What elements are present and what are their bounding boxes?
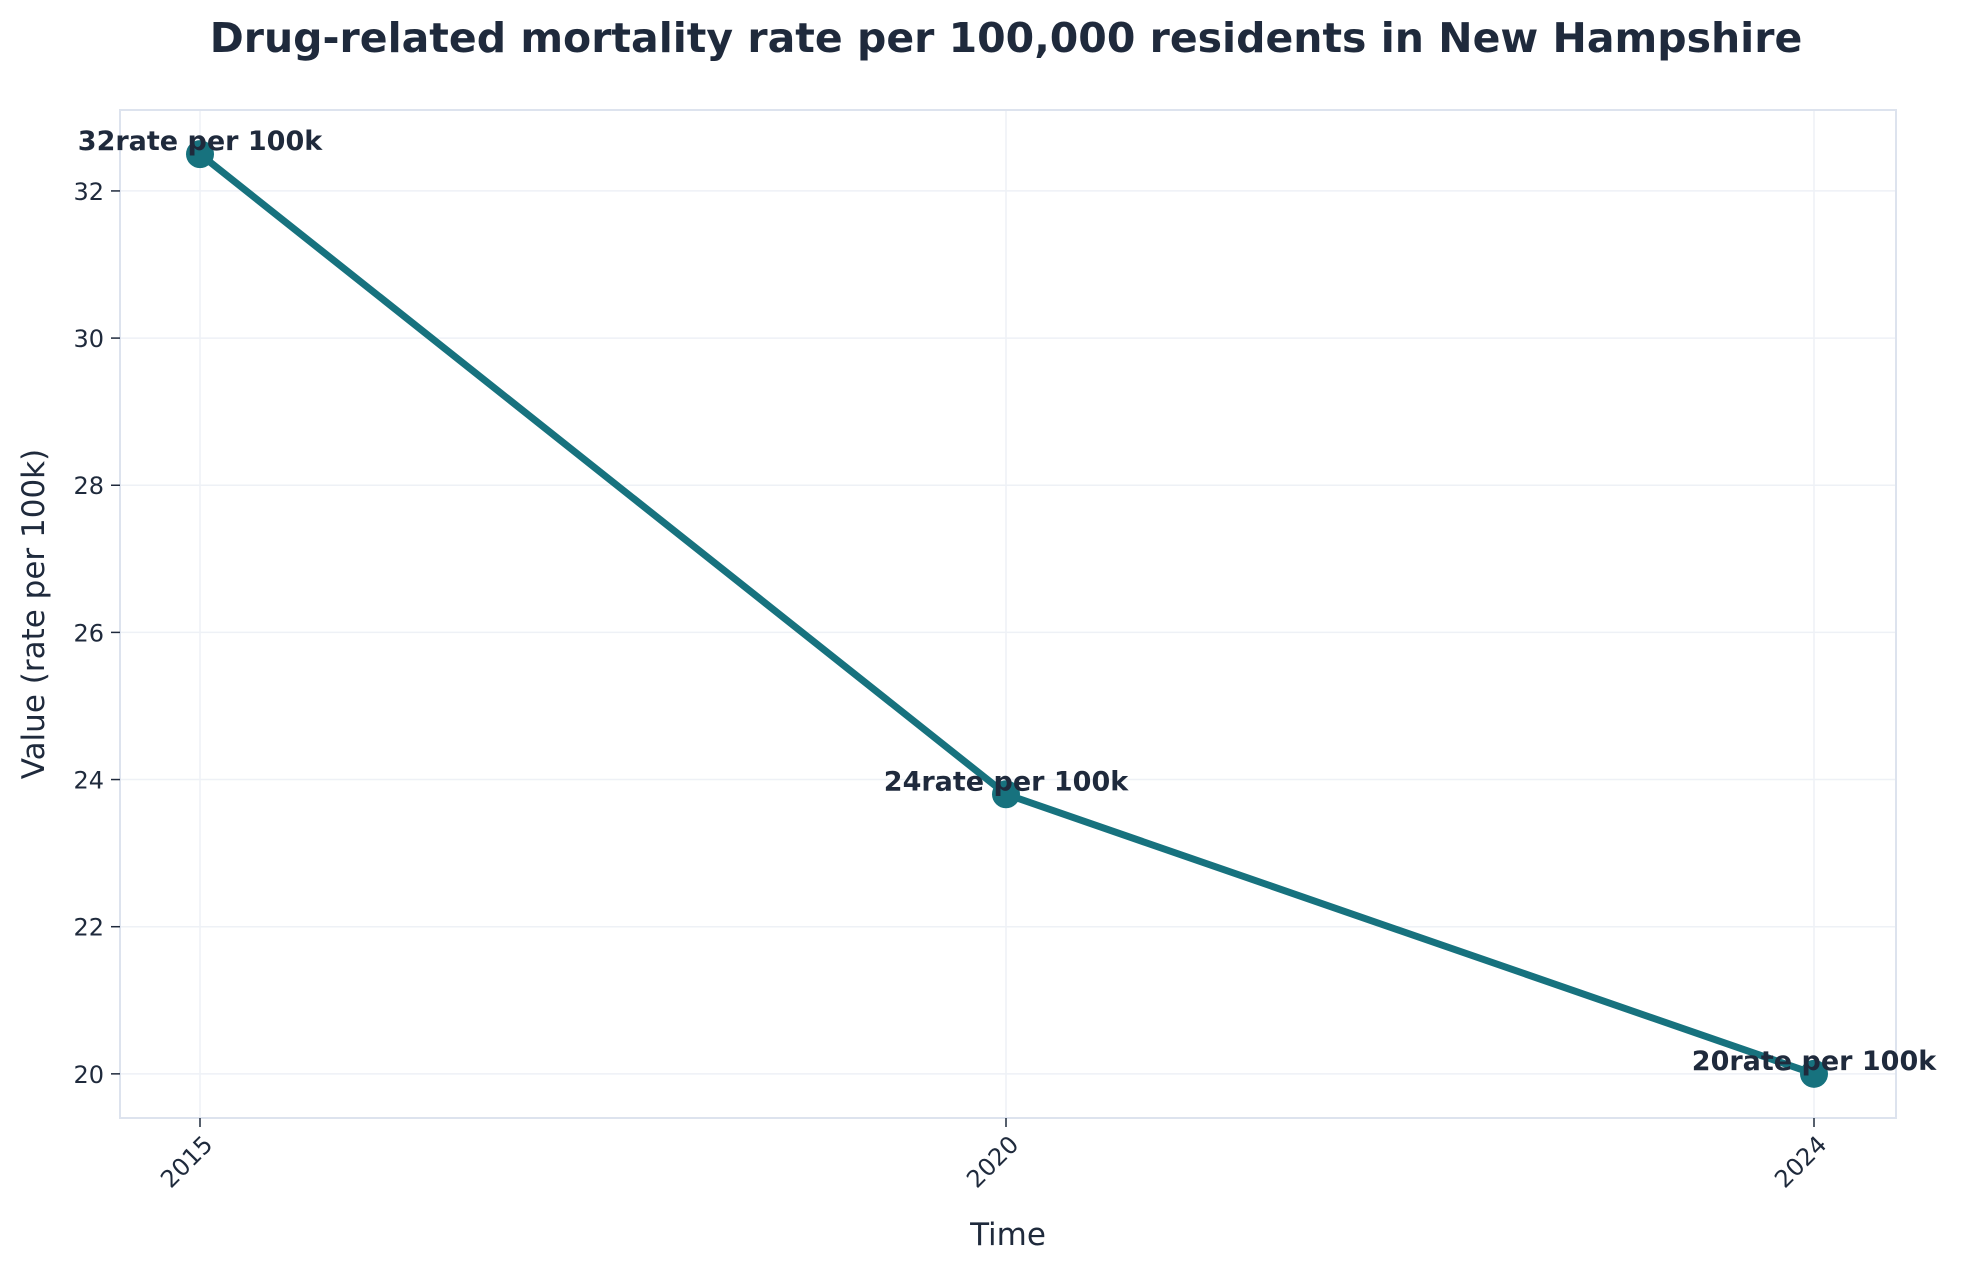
x-tick-label: 2024 (1769, 1130, 1832, 1193)
y-tick-label: 22 (73, 914, 104, 942)
x-tick-label: 2015 (155, 1130, 218, 1193)
data-point (186, 140, 214, 169)
series-line (196, 150, 1818, 1078)
data-point (992, 780, 1020, 809)
data-labels: 32rate per 100k 24rate per 100k 20rate per… (78, 126, 1937, 1077)
y-tick-label: 28 (73, 472, 104, 500)
y-tick-label: 26 (73, 619, 104, 647)
data-label: 24rate per 100k (884, 766, 1129, 797)
grid-lines (120, 110, 1896, 1118)
plot-frame (119, 109, 1897, 1119)
y-tick-label: 20 (73, 1061, 104, 1089)
chart-title: Drug-related mortality rate per 100,000 … (210, 14, 1803, 62)
x-axis: 2015 2020 2024 (155, 1118, 1832, 1193)
y-tick-label: 30 (73, 325, 104, 353)
series-layer (186, 140, 1828, 1088)
data-label: 20rate per 100k (1692, 1046, 1937, 1077)
data-label: 32rate per 100k (78, 126, 323, 157)
x-axis-label: Time (969, 1217, 1046, 1253)
y-axis-label: Value (rate per 100k) (16, 449, 52, 779)
x-tick-label: 2020 (961, 1130, 1024, 1193)
y-tick-label: 32 (73, 178, 104, 206)
y-tick-label: 24 (73, 767, 104, 795)
data-point (1800, 1059, 1828, 1088)
y-axis: 20 22 24 26 28 30 32 (73, 178, 120, 1089)
